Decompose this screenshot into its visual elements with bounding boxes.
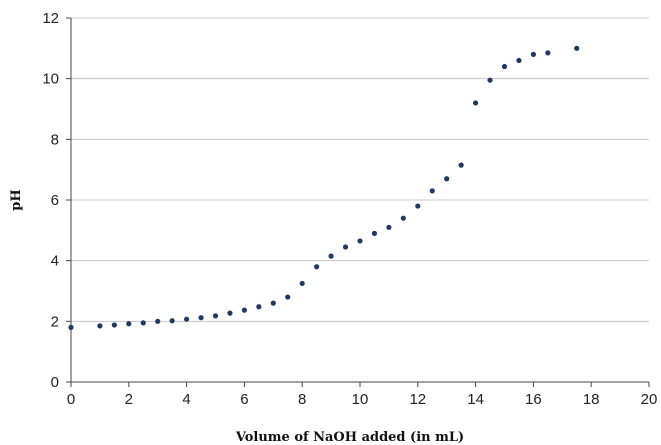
- data-point: [212, 313, 219, 319]
- data-point: [126, 321, 132, 327]
- data-point: [342, 244, 349, 250]
- data-point: [155, 318, 161, 324]
- data-point: [545, 50, 551, 56]
- data-point: [371, 230, 378, 236]
- data-point: [357, 238, 363, 244]
- data-point: [184, 316, 190, 322]
- x-tick-label: 8: [298, 391, 306, 408]
- data-point: [285, 294, 291, 300]
- x-tick-label: 14: [467, 391, 484, 408]
- data-point: [429, 188, 435, 194]
- data-point: [386, 224, 392, 230]
- x-tick-label: 20: [641, 391, 658, 408]
- data-point: [68, 324, 74, 330]
- gridlines: [71, 17, 649, 322]
- data-point: [530, 51, 537, 58]
- data-point: [473, 100, 479, 106]
- x-tick-label: 0: [67, 391, 75, 408]
- data-point: [270, 300, 276, 306]
- x-tick-label: 10: [352, 391, 369, 408]
- x-tick-label: 12: [409, 391, 426, 408]
- data-point: [97, 323, 103, 329]
- data-point: [415, 203, 421, 209]
- y-tick-label: 2: [51, 313, 59, 330]
- data-point: [111, 322, 117, 328]
- y-tick-label: 6: [51, 192, 59, 209]
- data-point: [516, 57, 522, 64]
- tick-labels: 0 2 4 6 8 10 12 0 2 4 6 8 10 12 14 16 18 20: [42, 10, 657, 408]
- y-tick-label: 10: [42, 71, 59, 88]
- data-point: [299, 280, 305, 287]
- data-point: [444, 176, 450, 182]
- data-point: [328, 253, 334, 259]
- data-point: [256, 304, 262, 310]
- data-point: [227, 310, 233, 316]
- x-tick-label: 16: [525, 391, 542, 408]
- data-point: [241, 307, 247, 313]
- data-point: [198, 315, 204, 321]
- data-points: [68, 45, 580, 330]
- x-tick-label: 4: [182, 391, 190, 408]
- data-point: [400, 215, 406, 221]
- axes: [66, 17, 650, 387]
- y-axis-title: pH: [9, 189, 24, 210]
- data-point: [487, 77, 493, 83]
- x-tick-label: 18: [583, 391, 600, 408]
- x-tick-label: 2: [125, 391, 133, 408]
- data-point: [140, 320, 146, 326]
- data-point: [169, 318, 175, 324]
- x-tick-label: 6: [240, 391, 248, 408]
- y-tick-label: 4: [51, 253, 59, 270]
- data-point: [574, 45, 580, 51]
- data-point: [501, 63, 508, 70]
- y-tick-label: 0: [51, 374, 59, 391]
- data-point: [314, 264, 320, 270]
- y-tick-label: 8: [51, 131, 59, 148]
- y-tick-label: 12: [42, 10, 59, 27]
- data-point: [458, 162, 464, 168]
- x-axis-title: Volume of NaOH added (in mL): [235, 430, 464, 445]
